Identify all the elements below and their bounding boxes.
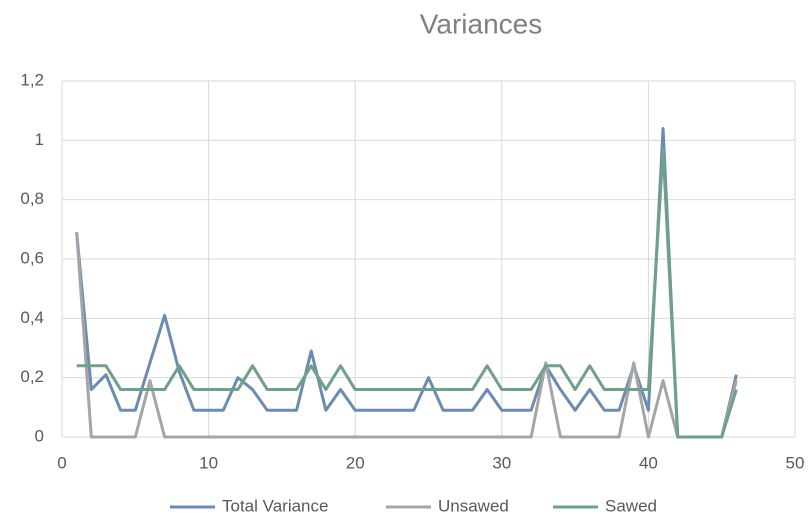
y-tick-label: 0,4 (20, 308, 44, 327)
chart-title: Variances (420, 8, 542, 39)
y-tick-label: 1,2 (20, 70, 44, 89)
series-line (75, 232, 738, 439)
x-tick-label: 40 (639, 453, 658, 472)
series-line (76, 147, 738, 439)
y-tick-label: 0,6 (20, 248, 44, 267)
legend-label: Total Variance (222, 496, 328, 515)
x-tick-label: 10 (199, 453, 218, 472)
legend-label: Sawed (605, 496, 657, 515)
x-tick-label: 30 (492, 453, 511, 472)
y-tick-label: 0,8 (20, 189, 44, 208)
y-tick-label: 0 (35, 426, 44, 445)
x-tick-label: 0 (57, 453, 66, 472)
legend-label: Unsawed (438, 496, 509, 515)
y-tick-label: 0,2 (20, 367, 44, 386)
x-tick-label: 50 (786, 453, 805, 472)
x-tick-label: 20 (346, 453, 365, 472)
y-tick-label: 1 (35, 130, 44, 149)
